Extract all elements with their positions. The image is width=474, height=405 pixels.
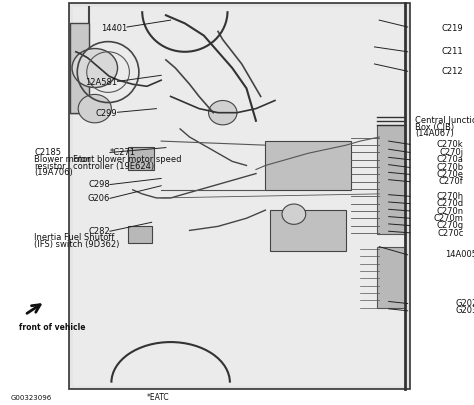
Text: C212: C212 <box>442 67 464 76</box>
Text: Box (CJB): Box (CJB) <box>415 122 454 131</box>
Bar <box>69 4 410 389</box>
Bar <box>377 247 405 308</box>
Text: resistor: resistor <box>34 161 66 170</box>
Text: C270b: C270b <box>437 162 464 171</box>
Circle shape <box>78 95 111 124</box>
Text: C2185: C2185 <box>34 147 61 156</box>
Bar <box>265 142 351 190</box>
Text: C219: C219 <box>442 23 464 32</box>
Text: C282: C282 <box>88 226 110 235</box>
Text: C270h: C270h <box>437 192 464 200</box>
Text: (14A067): (14A067) <box>415 129 454 138</box>
Text: front of vehicle: front of vehicle <box>19 322 85 331</box>
Text: C270c: C270c <box>437 228 464 237</box>
Text: G202: G202 <box>455 298 474 307</box>
Text: (IFS) switch (9D362): (IFS) switch (9D362) <box>34 239 119 248</box>
Text: 14A005: 14A005 <box>446 250 474 259</box>
Text: C270j: C270j <box>439 148 464 157</box>
Text: Blower motor: Blower motor <box>34 155 91 164</box>
Text: C211: C211 <box>442 47 464 56</box>
Text: C270a: C270a <box>437 155 464 164</box>
Text: controller (19E624): controller (19E624) <box>73 161 155 170</box>
Text: C270m: C270m <box>434 213 464 222</box>
Text: *EATC: *EATC <box>147 392 170 401</box>
Text: C270d: C270d <box>437 199 464 208</box>
Circle shape <box>209 101 237 126</box>
Text: G203: G203 <box>455 306 474 315</box>
Text: C270f: C270f <box>439 177 464 186</box>
Bar <box>377 126 405 235</box>
Bar <box>128 148 154 170</box>
Bar <box>73 8 405 386</box>
Text: Inertia Fuel Shutoff: Inertia Fuel Shutoff <box>34 232 115 241</box>
Text: G206: G206 <box>88 194 110 202</box>
Text: 12A581: 12A581 <box>85 78 118 87</box>
Text: G00323096: G00323096 <box>10 394 52 400</box>
Text: 14401: 14401 <box>101 23 127 32</box>
Bar <box>128 227 152 243</box>
Bar <box>270 211 346 251</box>
Text: Central Junction: Central Junction <box>415 115 474 124</box>
Bar <box>70 24 89 113</box>
Text: C270n: C270n <box>437 206 464 215</box>
Circle shape <box>72 49 118 88</box>
Text: C299: C299 <box>96 109 118 117</box>
Text: *C271: *C271 <box>110 147 136 156</box>
Text: Front blower motor speed: Front blower motor speed <box>73 155 182 164</box>
Circle shape <box>282 205 306 225</box>
Text: C270k: C270k <box>437 140 464 149</box>
Text: C270g: C270g <box>437 221 464 230</box>
Text: C298: C298 <box>88 180 110 189</box>
Text: (19A706): (19A706) <box>34 168 73 177</box>
Text: C270e: C270e <box>437 170 464 179</box>
